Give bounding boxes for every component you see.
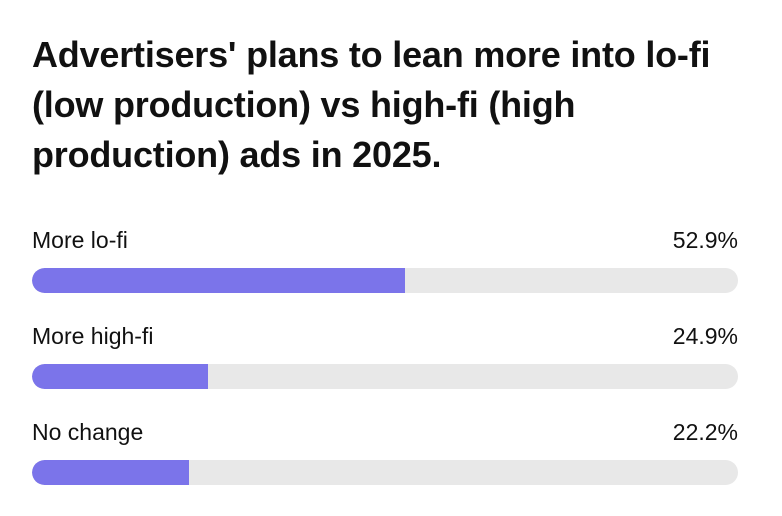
bar-label-more-lo-fi: More lo-fi [32,227,128,253]
bar-more-lo-fi [32,268,406,293]
bar-track-no-change [32,460,738,485]
bar-label-no-change: No change [32,419,144,445]
bar-list: More lo-fi 52.9% More high-fi 24.9% No c… [32,222,738,510]
chart-title: Advertisers' plans to lean more into lo-… [32,34,711,175]
bar-label-more-high-fi: More high-fi [32,323,154,349]
bar-value-no-change: 22.2% [672,419,738,445]
bar-track-more-lo-fi [32,268,738,293]
bar-track-more-high-fi [32,364,738,389]
bar-value-more-lo-fi: 52.9% [672,227,738,253]
bar-row: More high-fi 24.9% [32,318,738,414]
bar-more-high-fi [32,364,208,389]
bar-row: No change 22.2% [32,414,738,510]
bar-value-more-high-fi: 24.9% [672,323,738,349]
bar-no-change [32,460,189,485]
bar-row: More lo-fi 52.9% [32,222,738,318]
